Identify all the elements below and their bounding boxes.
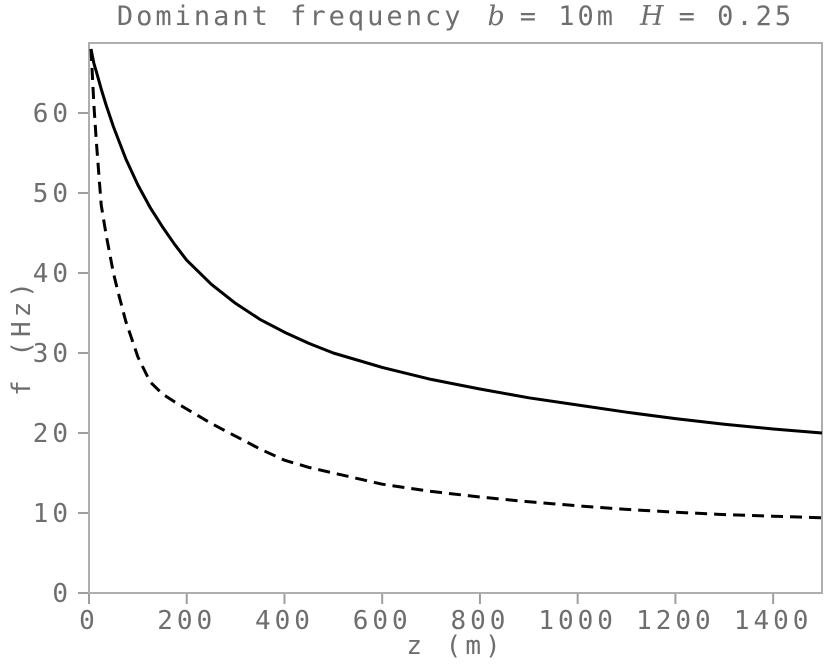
title-text-segment: = 10m (519, 1, 617, 32)
x-axis-tick-label: 1400 (734, 606, 813, 636)
x-axis-tick-label: 1200 (636, 606, 715, 636)
x-axis-tick-label: 1000 (538, 606, 617, 636)
title-math-symbol: H (640, 1, 667, 32)
y-axis-tick-label: 50 (33, 179, 72, 209)
y-axis-tick-label: 0 (52, 579, 72, 609)
x-axis-title: z (m) (406, 631, 505, 661)
y-axis-tick-label: 30 (33, 339, 72, 369)
dashed-curve (89, 48, 823, 520)
x-axis-tick-label: 800 (450, 606, 509, 636)
x-axis-tick-label: 0 (79, 606, 99, 636)
title-math-symbol: b (487, 1, 508, 32)
plot-frame (88, 42, 823, 594)
x-axis-tick-label: 600 (353, 606, 412, 636)
y-axis-tick-label: 10 (33, 499, 72, 529)
y-axis-title: f (Hz) (7, 278, 37, 396)
x-axis-tick-label: 200 (157, 606, 216, 636)
solid-curve (89, 48, 823, 435)
title-text-segment: Dominant frequency (116, 1, 464, 32)
y-axis-tick-label: 20 (33, 419, 72, 449)
y-axis-tick-label: 60 (33, 99, 72, 129)
chart-title: Dominant frequency b = 10m H = 0.25 (89, 1, 822, 37)
y-axis-tick-label: 40 (33, 259, 72, 289)
title-text-segment: = 0.25 (678, 1, 795, 32)
x-axis-tick-label: 400 (255, 606, 314, 636)
